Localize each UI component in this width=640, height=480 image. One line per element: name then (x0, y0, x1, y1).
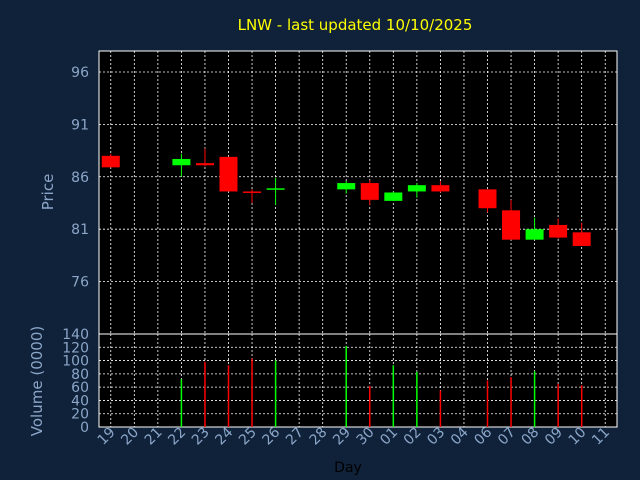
candle-body (172, 158, 191, 166)
chart-title: LNW - last updated 10/10/2025 (238, 16, 473, 34)
volume-bar (392, 365, 395, 427)
volume-bars (180, 345, 583, 427)
volume-bar (580, 385, 583, 427)
volume-y-tick-label: 120 (62, 340, 89, 356)
candle-body (502, 210, 521, 240)
price-y-tick-label: 81 (71, 222, 89, 238)
price-candles (101, 148, 591, 246)
volume-bar (180, 379, 183, 427)
volume-bar (227, 365, 230, 427)
volume-bar (416, 371, 418, 427)
candle-body (384, 192, 403, 201)
volume-plot-area (98, 333, 618, 428)
price-axis-label: Price (39, 174, 57, 211)
volume-bar (274, 360, 277, 427)
volume-y-tick-label: 100 (62, 354, 89, 370)
volume-bar (204, 361, 206, 427)
volume-bar (557, 383, 559, 427)
candle-body (243, 191, 262, 193)
candle-body (195, 163, 214, 166)
volume-bar (369, 385, 371, 427)
volume-y-tick-label: 40 (71, 393, 89, 409)
candle-body (478, 189, 497, 209)
candle-body (431, 185, 450, 192)
candle-body (219, 156, 238, 192)
volume-axis-label: Volume (0000) (28, 326, 46, 436)
x-axis-label: Day (334, 460, 362, 476)
candle-body (101, 155, 120, 168)
volume-bar (486, 380, 489, 427)
volume-bar (251, 358, 253, 427)
price-y-tick-label: 91 (71, 117, 89, 133)
volume-bar (533, 371, 536, 427)
candle-body (407, 185, 426, 192)
candle-body (572, 232, 591, 246)
price-plot-area (98, 50, 618, 335)
volume-bar (345, 345, 347, 427)
volume-y-tick-label: 0 (80, 420, 89, 436)
candle-body (266, 188, 285, 190)
volume-y-tick-label: 60 (71, 380, 89, 396)
price-y-tick-label: 96 (71, 65, 89, 81)
volume-y-tick-label: 80 (71, 367, 89, 383)
price-y-tick-label: 76 (71, 275, 89, 291)
candle-body (525, 229, 544, 240)
volume-bar (510, 377, 512, 427)
candle-body (337, 183, 356, 190)
candle-body (549, 224, 568, 238)
volume-y-tick-label: 140 (62, 327, 89, 343)
price-y-tick-labels: 76 81 86 91 96 (71, 65, 89, 291)
volume-bar (439, 390, 442, 427)
price-y-tick-label: 86 (71, 170, 89, 186)
candle-body (360, 183, 379, 200)
x-tick-labels: 19 20 21 22 23 24 25 26 27 28 29 30 01 02 03 04 06 07 08 09… (95, 424, 613, 448)
volume-y-tick-label: 20 (71, 407, 89, 423)
